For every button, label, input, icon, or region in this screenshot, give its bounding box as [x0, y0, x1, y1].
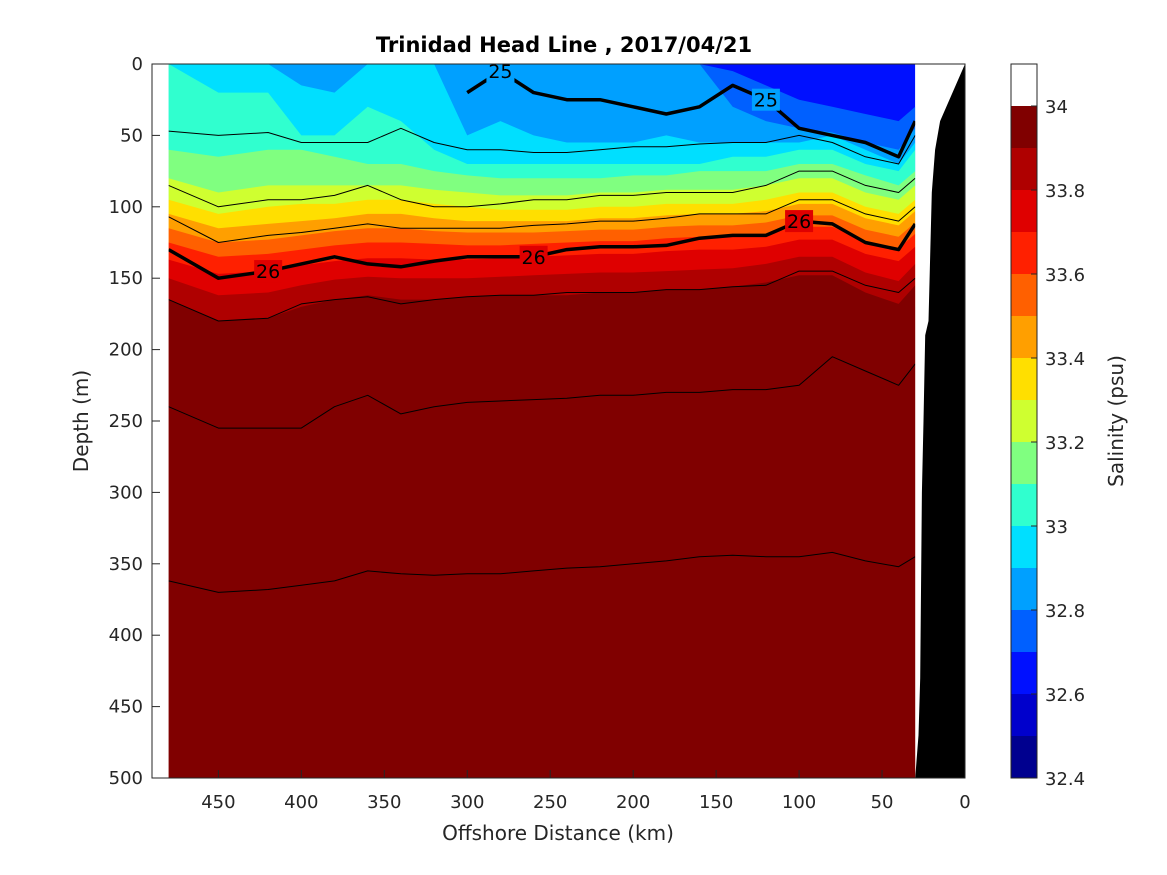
- x-axis-ticks: 450 400 350 300 250 200 150 100 50 0: [201, 770, 971, 813]
- x-tick-label-150: 150: [699, 792, 733, 813]
- x-tick-label-450: 450: [201, 792, 235, 813]
- colorbar-segment-33.9: [1011, 106, 1037, 148]
- isopycnal-line-7-0: [168, 551, 916, 593]
- isopycnal-label-26-0: 26: [256, 261, 280, 283]
- isopycnal-line-4-0: [168, 199, 916, 243]
- nodata-offshore: [167, 64, 169, 778]
- y-tick-label-350: 350: [109, 554, 143, 575]
- colorbar-segment-32.5: [1011, 694, 1037, 736]
- colorbar-segment-32.7: [1011, 610, 1037, 652]
- deep-salinity-34: [550, 335, 916, 778]
- x-tick-label-100: 100: [782, 792, 816, 813]
- isopycnal-line-5-0: [168, 270, 916, 322]
- y-tick-label-100: 100: [109, 197, 143, 218]
- y-tick-label-150: 150: [109, 268, 143, 289]
- isopycnal-line-6-0: [168, 356, 916, 429]
- y-tick-label-200: 200: [109, 340, 143, 361]
- y-axis-label: Depth (m): [69, 370, 93, 472]
- isopycnal-line-25-0: [466, 69, 917, 159]
- isopycnal-label-bg-26-0: [254, 260, 283, 283]
- colorbar-segment-33.4: [1011, 316, 1037, 358]
- isopycnal-label-26-2: 26: [787, 211, 811, 233]
- y-tick-label-450: 450: [109, 697, 143, 718]
- colorbar-tick-label-33.4: 33.4: [1045, 349, 1085, 370]
- colorbar-segment-33.5: [1011, 274, 1037, 316]
- colorbar-segment-33.8: [1011, 148, 1037, 190]
- isopycnal-label-bg-26-2: [785, 210, 814, 233]
- colorbar-box: [1010, 63, 1038, 779]
- colorbar-segment-33.7: [1011, 190, 1037, 232]
- plot-area: 25 25 26 26 26: [167, 61, 965, 778]
- isopycnal-label-25-0: 25: [488, 61, 512, 83]
- x-tick-label-350: 350: [367, 792, 401, 813]
- isopycnal-contours: 25 25 26 26 26: [167, 61, 917, 593]
- isopycnal-line-3-0: [168, 170, 916, 208]
- colorbar: 32.4 32.6 32.8 33 33.2 33.4 33.6 33.8 34: [1011, 97, 1085, 790]
- x-tick-label-300: 300: [450, 792, 484, 813]
- y-tick-label-400: 400: [109, 625, 143, 646]
- colorbar-segment-33.2: [1011, 400, 1037, 442]
- x-tick-label-50: 50: [871, 792, 894, 813]
- y-axis-ticks: 0 50 100 150 200 250 300 350 400 450 500: [109, 54, 160, 789]
- y-tick-label-500: 500: [109, 768, 143, 789]
- colorbar-tick-label-33.6: 33.6: [1045, 265, 1085, 286]
- x-tick-label-200: 200: [616, 792, 650, 813]
- isopycnal-label-25-1: 25: [754, 90, 778, 112]
- isopycnal-label-26-1: 26: [522, 247, 546, 269]
- colorbar-segment-32.9: [1011, 526, 1037, 568]
- isopycnal-label-bg-25-0: [486, 64, 515, 83]
- colorbar-tick-label-34: 34: [1045, 97, 1068, 118]
- isopycnal-label-bg-26-1: [519, 245, 548, 268]
- x-tick-label-0: 0: [959, 792, 970, 813]
- colorbar-segment-32.8: [1011, 568, 1037, 610]
- colorbar-tick-label-33.2: 33.2: [1045, 433, 1085, 454]
- colorbar-tick-label-33.8: 33.8: [1045, 181, 1085, 202]
- colorbar-segment-33: [1011, 484, 1037, 526]
- colorbar-segment-33.1: [1011, 442, 1037, 484]
- deep-salinity-region: [550, 335, 916, 778]
- colorbar-segment-32.4: [1011, 736, 1037, 778]
- bathymetry: [167, 64, 965, 778]
- colorbar-label: Salinity (psu): [1104, 355, 1128, 487]
- colorbar-segment-33.3: [1011, 358, 1037, 400]
- y-tick-label-300: 300: [109, 482, 143, 503]
- colorbar-segment-32.6: [1011, 652, 1037, 694]
- isopycnal-label-bg-25-1: [751, 88, 780, 111]
- chart-title: Trinidad Head Line , 2017/04/21: [376, 33, 752, 57]
- y-tick-label-250: 250: [109, 411, 143, 432]
- x-tick-label-400: 400: [284, 792, 318, 813]
- x-axis-label: Offshore Distance (km): [442, 821, 674, 845]
- y-tick-label-50: 50: [120, 125, 143, 146]
- colorbar-segment-33.6: [1011, 232, 1037, 274]
- colorbar-tick-label-32.8: 32.8: [1045, 601, 1085, 622]
- x-tick-label-250: 250: [533, 792, 567, 813]
- colorbar-tick-label-32.4: 32.4: [1045, 769, 1085, 790]
- seafloor-bathymetry: [915, 64, 965, 778]
- isopycnal-line-2-0: [168, 127, 916, 165]
- colorbar-tick-label-33: 33: [1045, 517, 1068, 538]
- colorbar-tick-label-32.6: 32.6: [1045, 685, 1085, 706]
- y-tick-label-0: 0: [132, 54, 143, 75]
